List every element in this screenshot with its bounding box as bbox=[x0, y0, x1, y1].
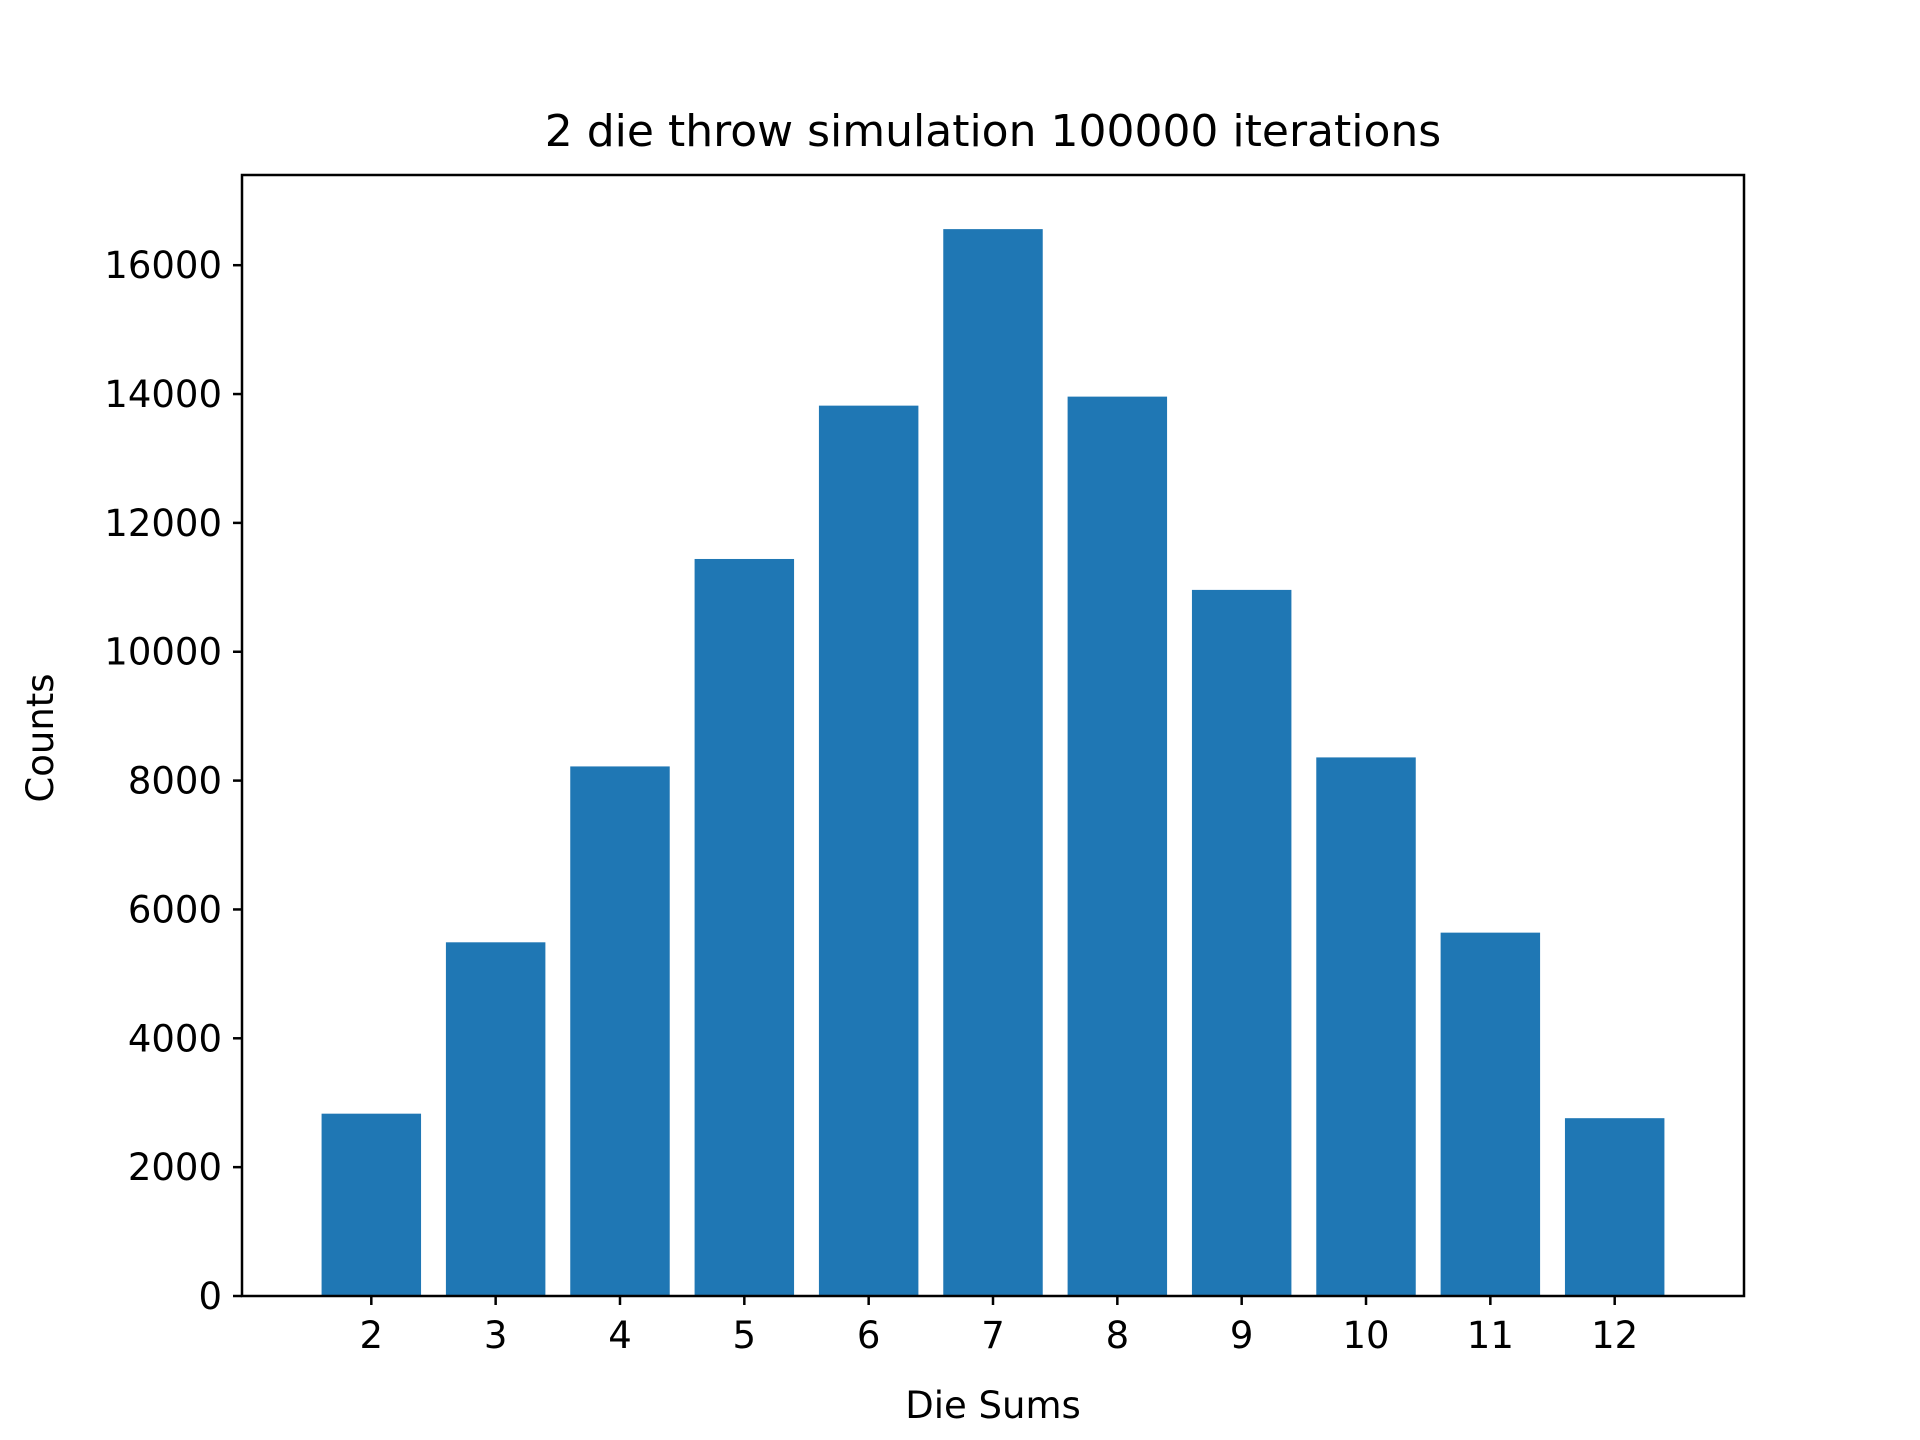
y-tick-label-6000: 6000 bbox=[128, 888, 222, 931]
x-tick-label-6: 6 bbox=[857, 1314, 881, 1357]
y-axis-label: Counts bbox=[19, 673, 62, 802]
plot-frame bbox=[240, 173, 1746, 1298]
y-tick-label-4000: 4000 bbox=[128, 1017, 222, 1060]
x-tick-label-10: 10 bbox=[1342, 1314, 1389, 1357]
x-tick-label-8: 8 bbox=[1106, 1314, 1130, 1357]
bar-3 bbox=[445, 942, 546, 1296]
x-tick-label-2: 2 bbox=[360, 1314, 384, 1357]
bars-layer bbox=[321, 229, 1665, 1297]
x-tick-label-11: 11 bbox=[1467, 1314, 1514, 1357]
x-tick-label-9: 9 bbox=[1230, 1314, 1254, 1357]
y-tick-label-10000: 10000 bbox=[104, 631, 222, 674]
y-tick-label-16000: 16000 bbox=[104, 244, 222, 287]
bar-2 bbox=[321, 1113, 422, 1296]
y-tick-label-12000: 12000 bbox=[104, 502, 222, 545]
y-tick-label-0: 0 bbox=[198, 1275, 222, 1318]
bar-5 bbox=[694, 558, 795, 1296]
x-tick-label-12: 12 bbox=[1591, 1314, 1638, 1357]
chart-title: 2 die throw simulation 100000 iterations bbox=[545, 106, 1441, 157]
bar-10 bbox=[1316, 757, 1416, 1296]
x-tick-label-5: 5 bbox=[733, 1314, 757, 1357]
bar-8 bbox=[1067, 396, 1168, 1296]
bar-7 bbox=[943, 229, 1043, 1297]
bar-6 bbox=[818, 405, 919, 1296]
bar-4 bbox=[570, 766, 670, 1296]
y-tick-label-2000: 2000 bbox=[128, 1146, 222, 1189]
ticks-layer: 2 3 4 5 6 7 8 9 10 11 12 0 2000 4000 6000 8000 10000 1200… bbox=[104, 244, 1638, 1357]
x-tick-label-3: 3 bbox=[484, 1314, 508, 1357]
x-axis-label: Die Sums bbox=[905, 1384, 1081, 1427]
x-tick-label-4: 4 bbox=[608, 1314, 632, 1357]
bar-12 bbox=[1564, 1118, 1665, 1296]
y-tick-label-14000: 14000 bbox=[104, 373, 222, 416]
y-tick-label-8000: 8000 bbox=[128, 760, 222, 803]
bar-9 bbox=[1191, 589, 1292, 1296]
x-tick-label-7: 7 bbox=[981, 1314, 1005, 1357]
bar-11 bbox=[1440, 932, 1541, 1296]
